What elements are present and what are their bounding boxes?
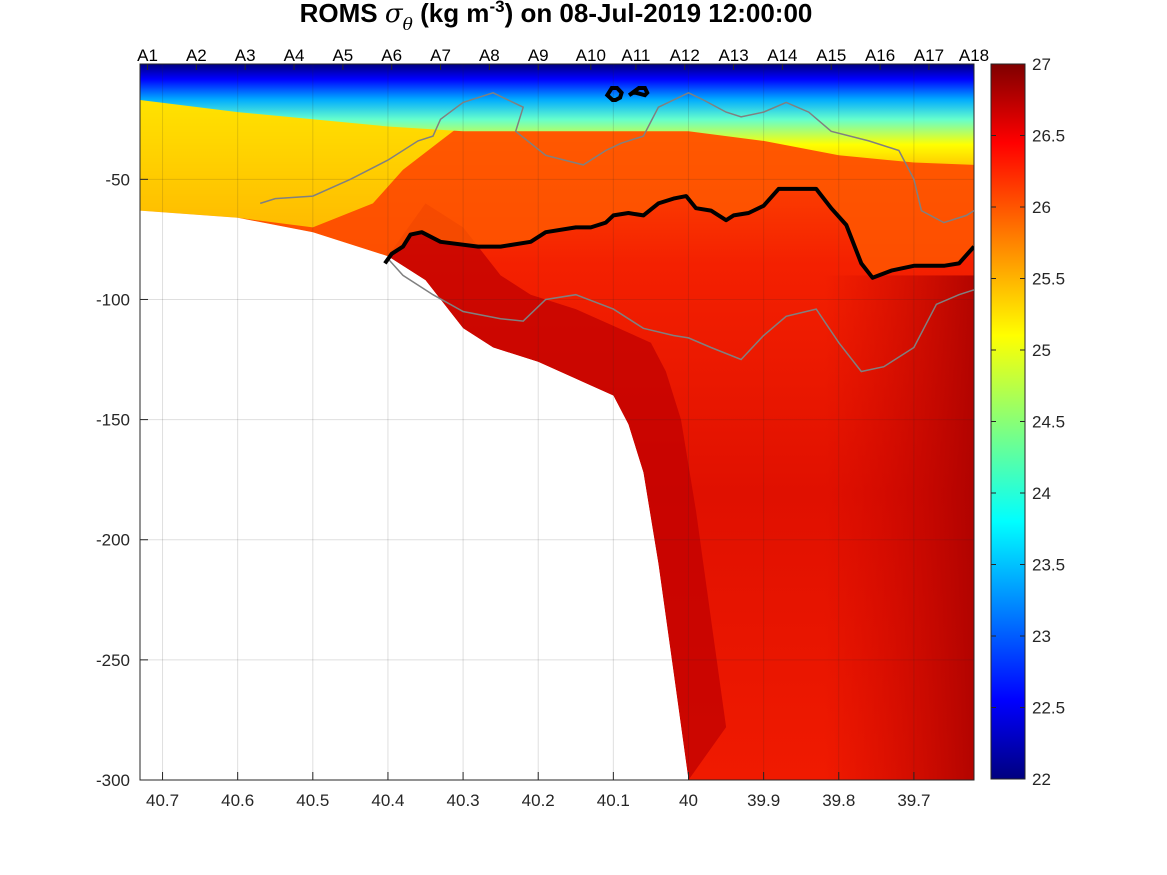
station-labels: A1 A2 A3 A4 A5 A6 A7 A8 A9 A10 A11 A12 A13 A14 A15 A16 A… [137,46,989,70]
colorbar-tick-label: 23.5 [1032,556,1065,575]
x-tick-label: 39.7 [897,791,930,810]
colorbar-ticks: 22 22.5 23 23.5 24 24.5 25 25.5 26 26.5 27 [991,55,1065,789]
x-tick-label: 39.9 [747,791,780,810]
station-label: A5 [332,46,353,65]
x-tick-label: 40.7 [146,791,179,810]
x-tick-label: 39.8 [822,791,855,810]
colorbar-tick-label: 25.5 [1032,270,1065,289]
station-label: A1 [137,46,158,65]
station-label: A15 [816,46,846,65]
station-label: A17 [914,46,944,65]
station-label: A6 [381,46,402,65]
station-label: A13 [718,46,748,65]
colorbar-tick-label: 23 [1032,627,1051,646]
y-tick-label: -200 [96,531,130,550]
station-label: A9 [528,46,549,65]
x-tick-label: 40.6 [221,791,254,810]
surface-mixed-layer [140,64,974,165]
contours [259,86,974,373]
contour-small-left [604,86,624,102]
colorbar-tick-label: 26 [1032,198,1051,217]
y-tick-label: -100 [96,290,130,309]
y-tick-label: -250 [96,651,130,670]
y-tick-label: -50 [105,170,130,189]
station-label: A11 [621,46,650,65]
colorbar-tick-label: 27 [1032,55,1051,74]
colorbar-tick-label: 24.5 [1032,413,1065,432]
station-label: A4 [284,46,305,65]
x-tick-label: 40.5 [296,791,329,810]
colorbar-tick-label: 22 [1032,770,1051,789]
station-label: A2 [186,46,207,65]
x-tick-label: 40.4 [371,791,404,810]
contour-main-black [383,186,974,280]
contour-small-right [627,86,650,98]
x-tick-label: 40.3 [447,791,480,810]
y-tick-label: -300 [96,771,130,790]
colorbar-tick-label: 24 [1032,484,1051,503]
station-label: A8 [479,46,500,65]
chart-title: ROMS σθ (kg m-3) on 08-Jul-2019 12:00:00 [300,0,813,35]
contour-upper-gray [259,91,974,224]
station-label: A16 [865,46,895,65]
y-tick-label: -150 [96,411,130,430]
contour-lower-gray [387,258,974,373]
colorbar [990,63,1026,780]
colorbar-tick-label: 26.5 [1032,127,1065,146]
station-label: A12 [670,46,700,65]
deep-dark-region [823,275,974,780]
x-axis: 40.7 40.6 40.5 40.4 40.3 40.2 40.1 40 39.9 39.8 39… [146,772,930,810]
station-label: A18 [959,46,989,65]
x-tick-label: 40.1 [597,791,630,810]
station-label: A10 [576,46,606,65]
colorbar-tick-label: 25 [1032,341,1051,360]
slope-dense-band [387,203,727,780]
axes-box [139,63,975,781]
station-label: A14 [767,46,797,65]
colorbar-tick-label: 22.5 [1032,699,1065,718]
density-field [140,64,974,780]
seabed-mask [140,210,689,780]
y-axis: -50 -100 -150 -200 -250 -300 [96,170,148,790]
x-tick-label: 40 [679,791,698,810]
station-label: A7 [430,46,451,65]
station-label: A3 [235,46,256,65]
x-tick-label: 40.2 [522,791,555,810]
